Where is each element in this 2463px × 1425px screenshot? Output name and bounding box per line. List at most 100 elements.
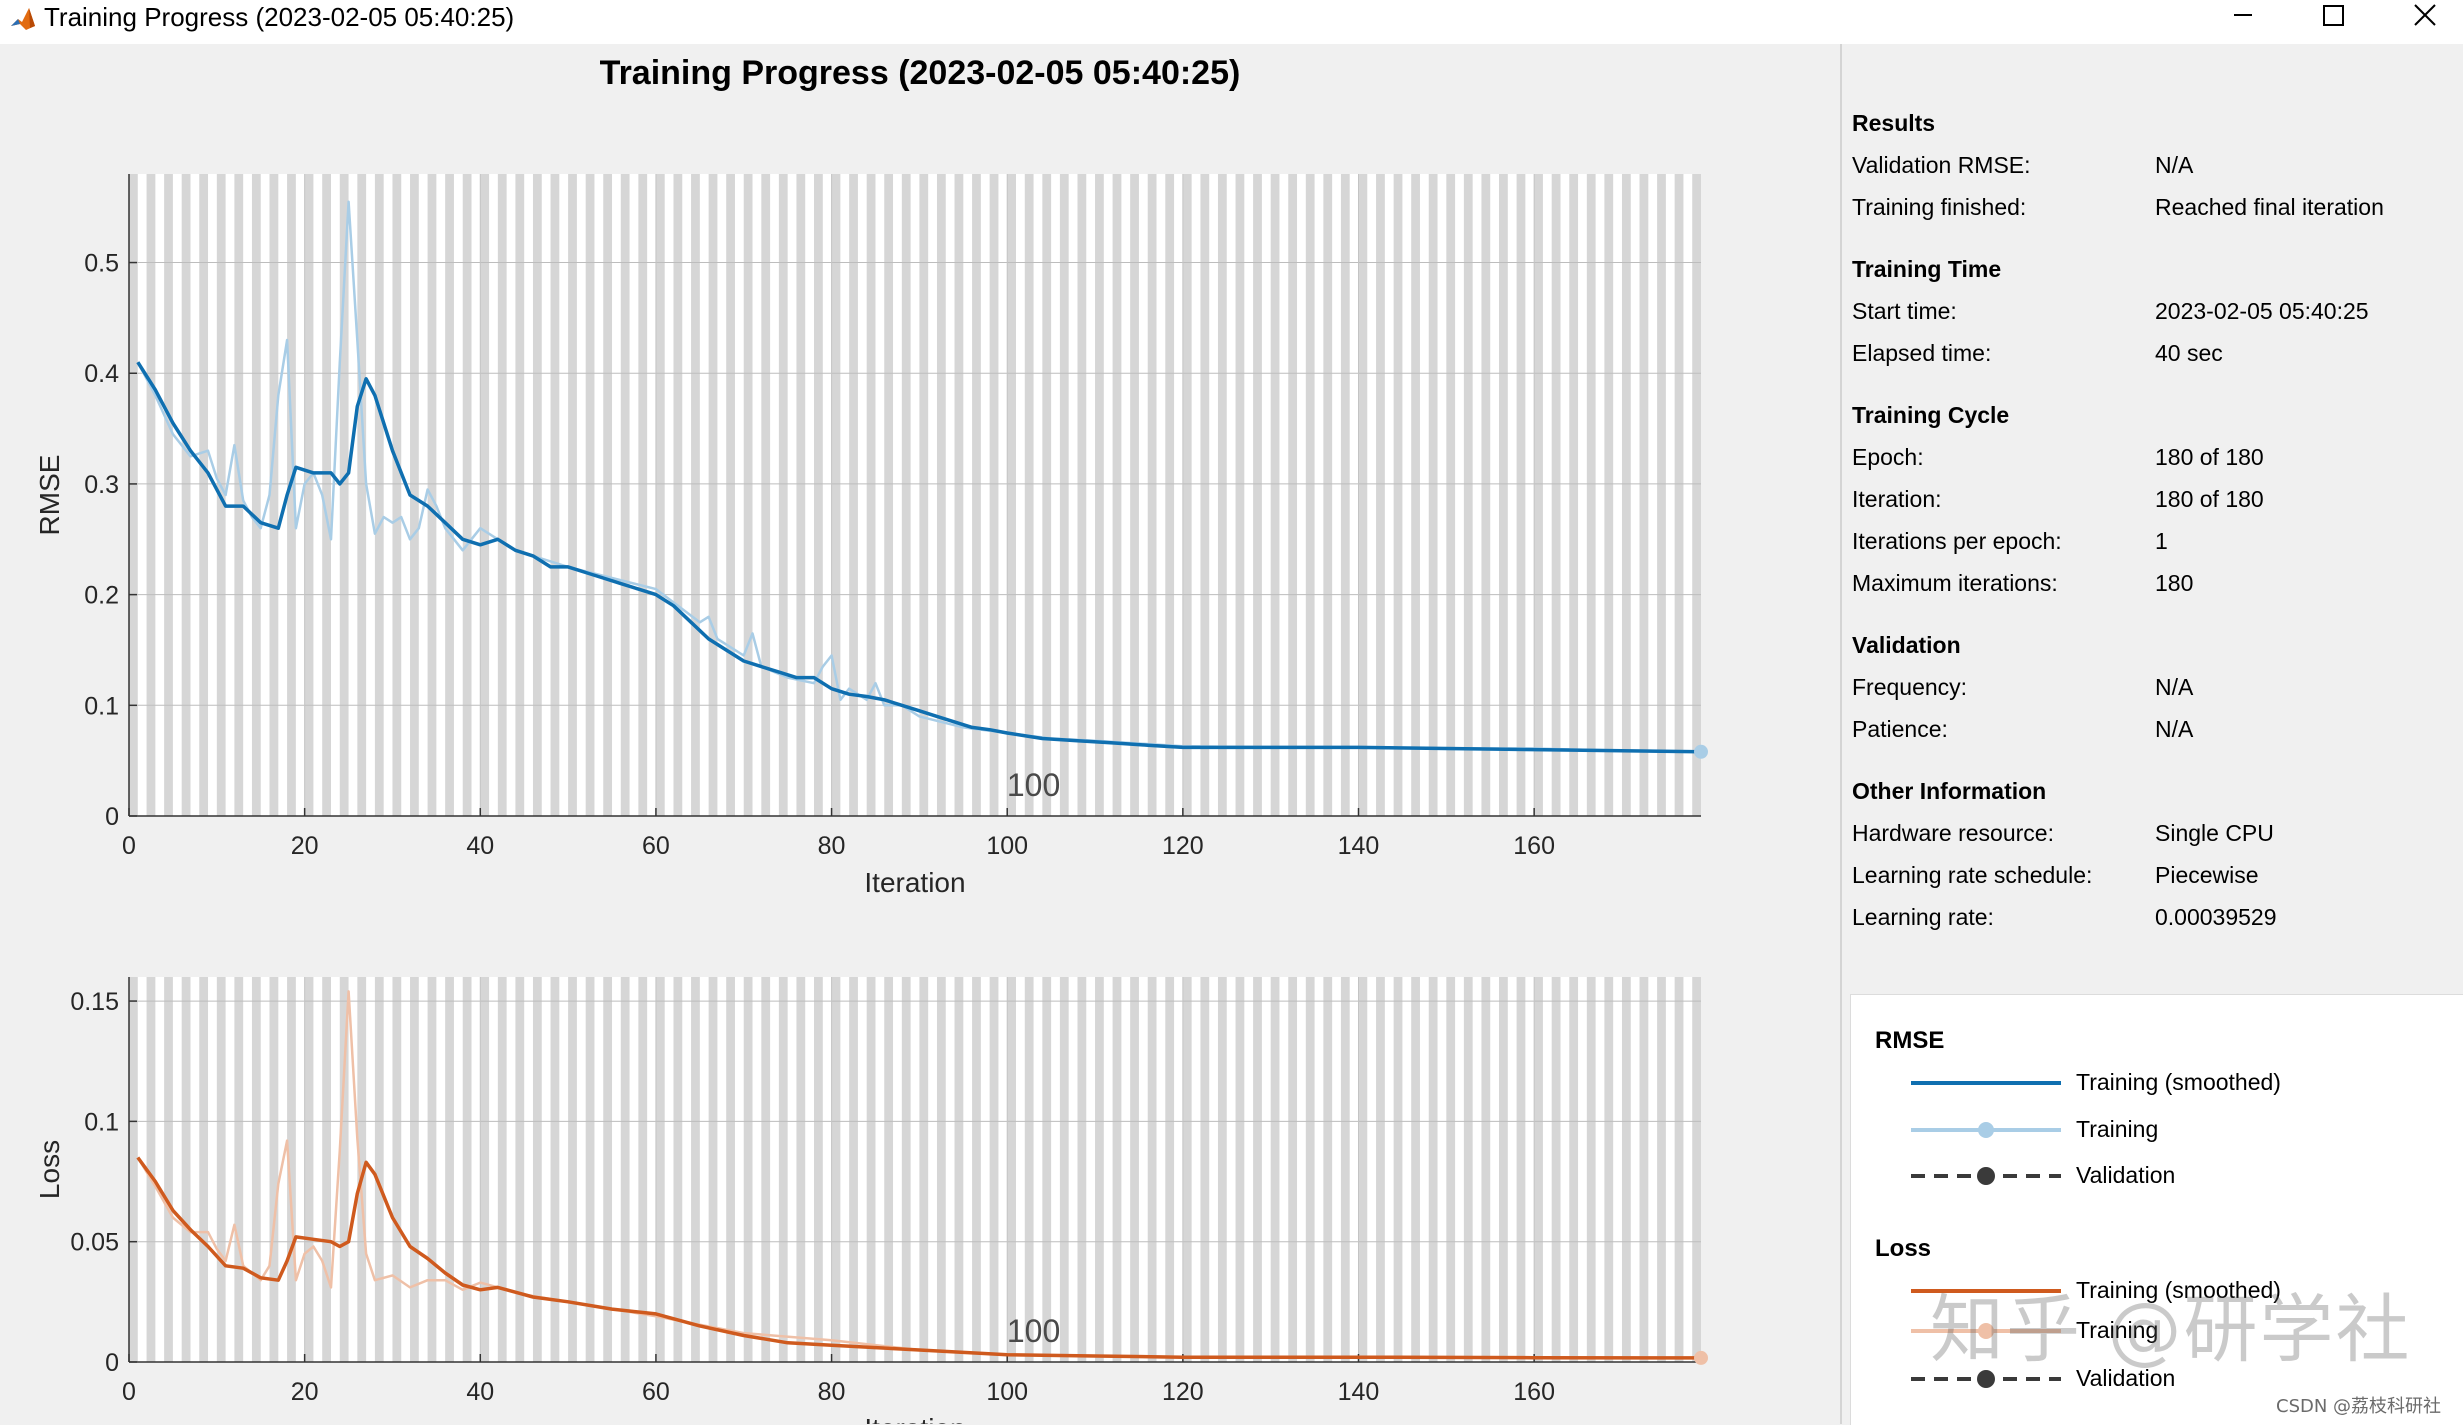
rmse-epoch-band [1112,174,1122,816]
rmse-epoch-band [287,174,296,816]
rmse-epoch-band [603,174,613,816]
loss-epoch-band [304,977,314,1362]
loss-axes-background [129,977,1701,1362]
rmse-epoch-band [972,174,981,816]
loss-epoch-band [199,977,209,1362]
learning-rate-value: 0.00039529 [2155,904,2277,930]
rmse-epoch-band [1674,174,1684,816]
rmse-y-tick-label: 0.5 [84,250,119,278]
loss-epoch-band [1586,977,1596,1362]
maximum-iterations-label: Maximum iterations: [1852,570,2058,596]
loss-epoch-annotation: 100 [1007,1313,1060,1349]
rmse-epoch-band [743,174,753,816]
minimize-button[interactable] [2196,0,2288,32]
loss-y-tick-label: 0.05 [70,1229,119,1257]
hardware-resource-value: Single CPU [2155,820,2274,846]
legend-swatch-rmse-smoothed [1911,1081,2061,1085]
loss-epoch-band [866,977,876,1362]
loss-epoch-band [1657,977,1666,1362]
rmse-x-tick-label: 60 [642,832,670,860]
loss-epoch-band [796,977,806,1362]
window-title: Training Progress (2023-02-05 05:40:25) [44,2,515,32]
maximize-button[interactable] [2287,0,2379,32]
loss-x-tick-label: 160 [1513,1378,1555,1406]
rmse-epoch-band [1270,174,1280,816]
rmse-epoch-band [1323,174,1333,816]
panel-divider[interactable] [1840,44,1842,1424]
rmse-epoch-band [550,174,560,816]
loss-epoch-band [1446,977,1456,1362]
loss-epoch-band [1428,977,1438,1362]
rmse-epoch-band [1200,174,1210,816]
rmse-epoch-band [1042,174,1052,816]
loss-epoch-band [814,977,823,1362]
loss-epoch-band [831,977,841,1362]
loss-epoch-band [1182,977,1192,1362]
loss-epoch-band [1253,977,1262,1362]
rmse-epoch-band [936,174,946,816]
loss-epoch-band [322,977,331,1362]
loss-x-tick-label: 60 [642,1378,670,1406]
rmse-x-tick-label: 100 [986,832,1028,860]
rmse-y-axis-label: RMSE [34,455,65,536]
loss-epoch-band [1165,977,1175,1362]
loss-epoch-band [146,977,156,1362]
rmse-epoch-band [1446,174,1456,816]
loss-epoch-band [1499,977,1508,1362]
loss-epoch-band [269,977,279,1362]
frequency-value: N/A [2155,674,2194,700]
loss-epoch-band [638,977,648,1362]
rmse-epoch-band [146,174,156,816]
other-information-heading: Other Information [1852,778,2047,804]
results-heading: Results [1852,110,1936,136]
loss-epoch-band [339,977,349,1362]
loss-epoch-band [497,977,507,1362]
rmse-epoch-band [901,174,911,816]
loss-epoch-band [708,977,718,1362]
loss-training-smoothed-line [136,1156,1702,1360]
loss-epoch-band [1200,977,1210,1362]
loss-epoch-band [357,977,367,1362]
loss-epoch-band [585,977,595,1362]
rmse-epoch-band [1165,174,1175,816]
rmse-epoch-band [1657,174,1666,816]
plots-panel: Training Progress (2023-02-05 05:40:25) … [0,44,1840,1424]
loss-epoch-band [1288,977,1298,1362]
training-time-heading: Training Time [1852,256,2002,282]
legend-panel: RMSE Training (smoothed) Training Valida… [1850,994,2463,1425]
loss-final-point [1694,1350,1708,1365]
rmse-epoch-band [480,174,490,816]
learning-rate-schedule-label: Learning rate schedule: [1852,862,2093,888]
rmse-training-smoothed-line [136,361,1702,754]
loss-x-tick-label: 20 [291,1378,319,1406]
loss-epoch-band [691,977,700,1362]
rmse-epoch-band [1516,174,1526,816]
start-time-label: Start time: [1852,298,1957,324]
rmse-x-tick-label: 0 [122,832,136,860]
loss-epoch-band [673,977,683,1362]
rmse-epoch-band [1007,174,1016,816]
rmse-final-point [1694,744,1708,759]
rmse-x-tick-label: 80 [818,832,846,860]
rmse-epoch-band [1358,174,1368,816]
rmse-epoch-band [1147,174,1157,816]
rmse-epoch-band [919,174,929,816]
rmse-epoch-band [1130,174,1139,816]
learning-rate-schedule-value: Piecewise [2155,862,2259,888]
loss-epoch-band [234,977,244,1362]
frequency-label: Frequency: [1852,674,1968,700]
validation-rmse-label: Validation RMSE: [1852,152,2031,178]
rmse-epoch-band [726,174,735,816]
legend-swatch-loss-smoothed [1911,1289,2061,1293]
loss-epoch-band [1516,977,1526,1362]
close-button[interactable] [2378,0,2463,32]
loss-epoch-band [1007,977,1016,1362]
rmse-epoch-band [814,174,823,816]
rmse-epoch-annotation: 100 [1007,767,1060,803]
rmse-x-axis-label: Iteration [864,867,965,898]
rmse-epoch-band [1182,174,1192,816]
rmse-epoch-band [445,174,454,816]
rmse-epoch-band [1393,174,1403,816]
rmse-epoch-band [1411,174,1420,816]
rmse-y-tick-label: 0.2 [84,582,119,610]
